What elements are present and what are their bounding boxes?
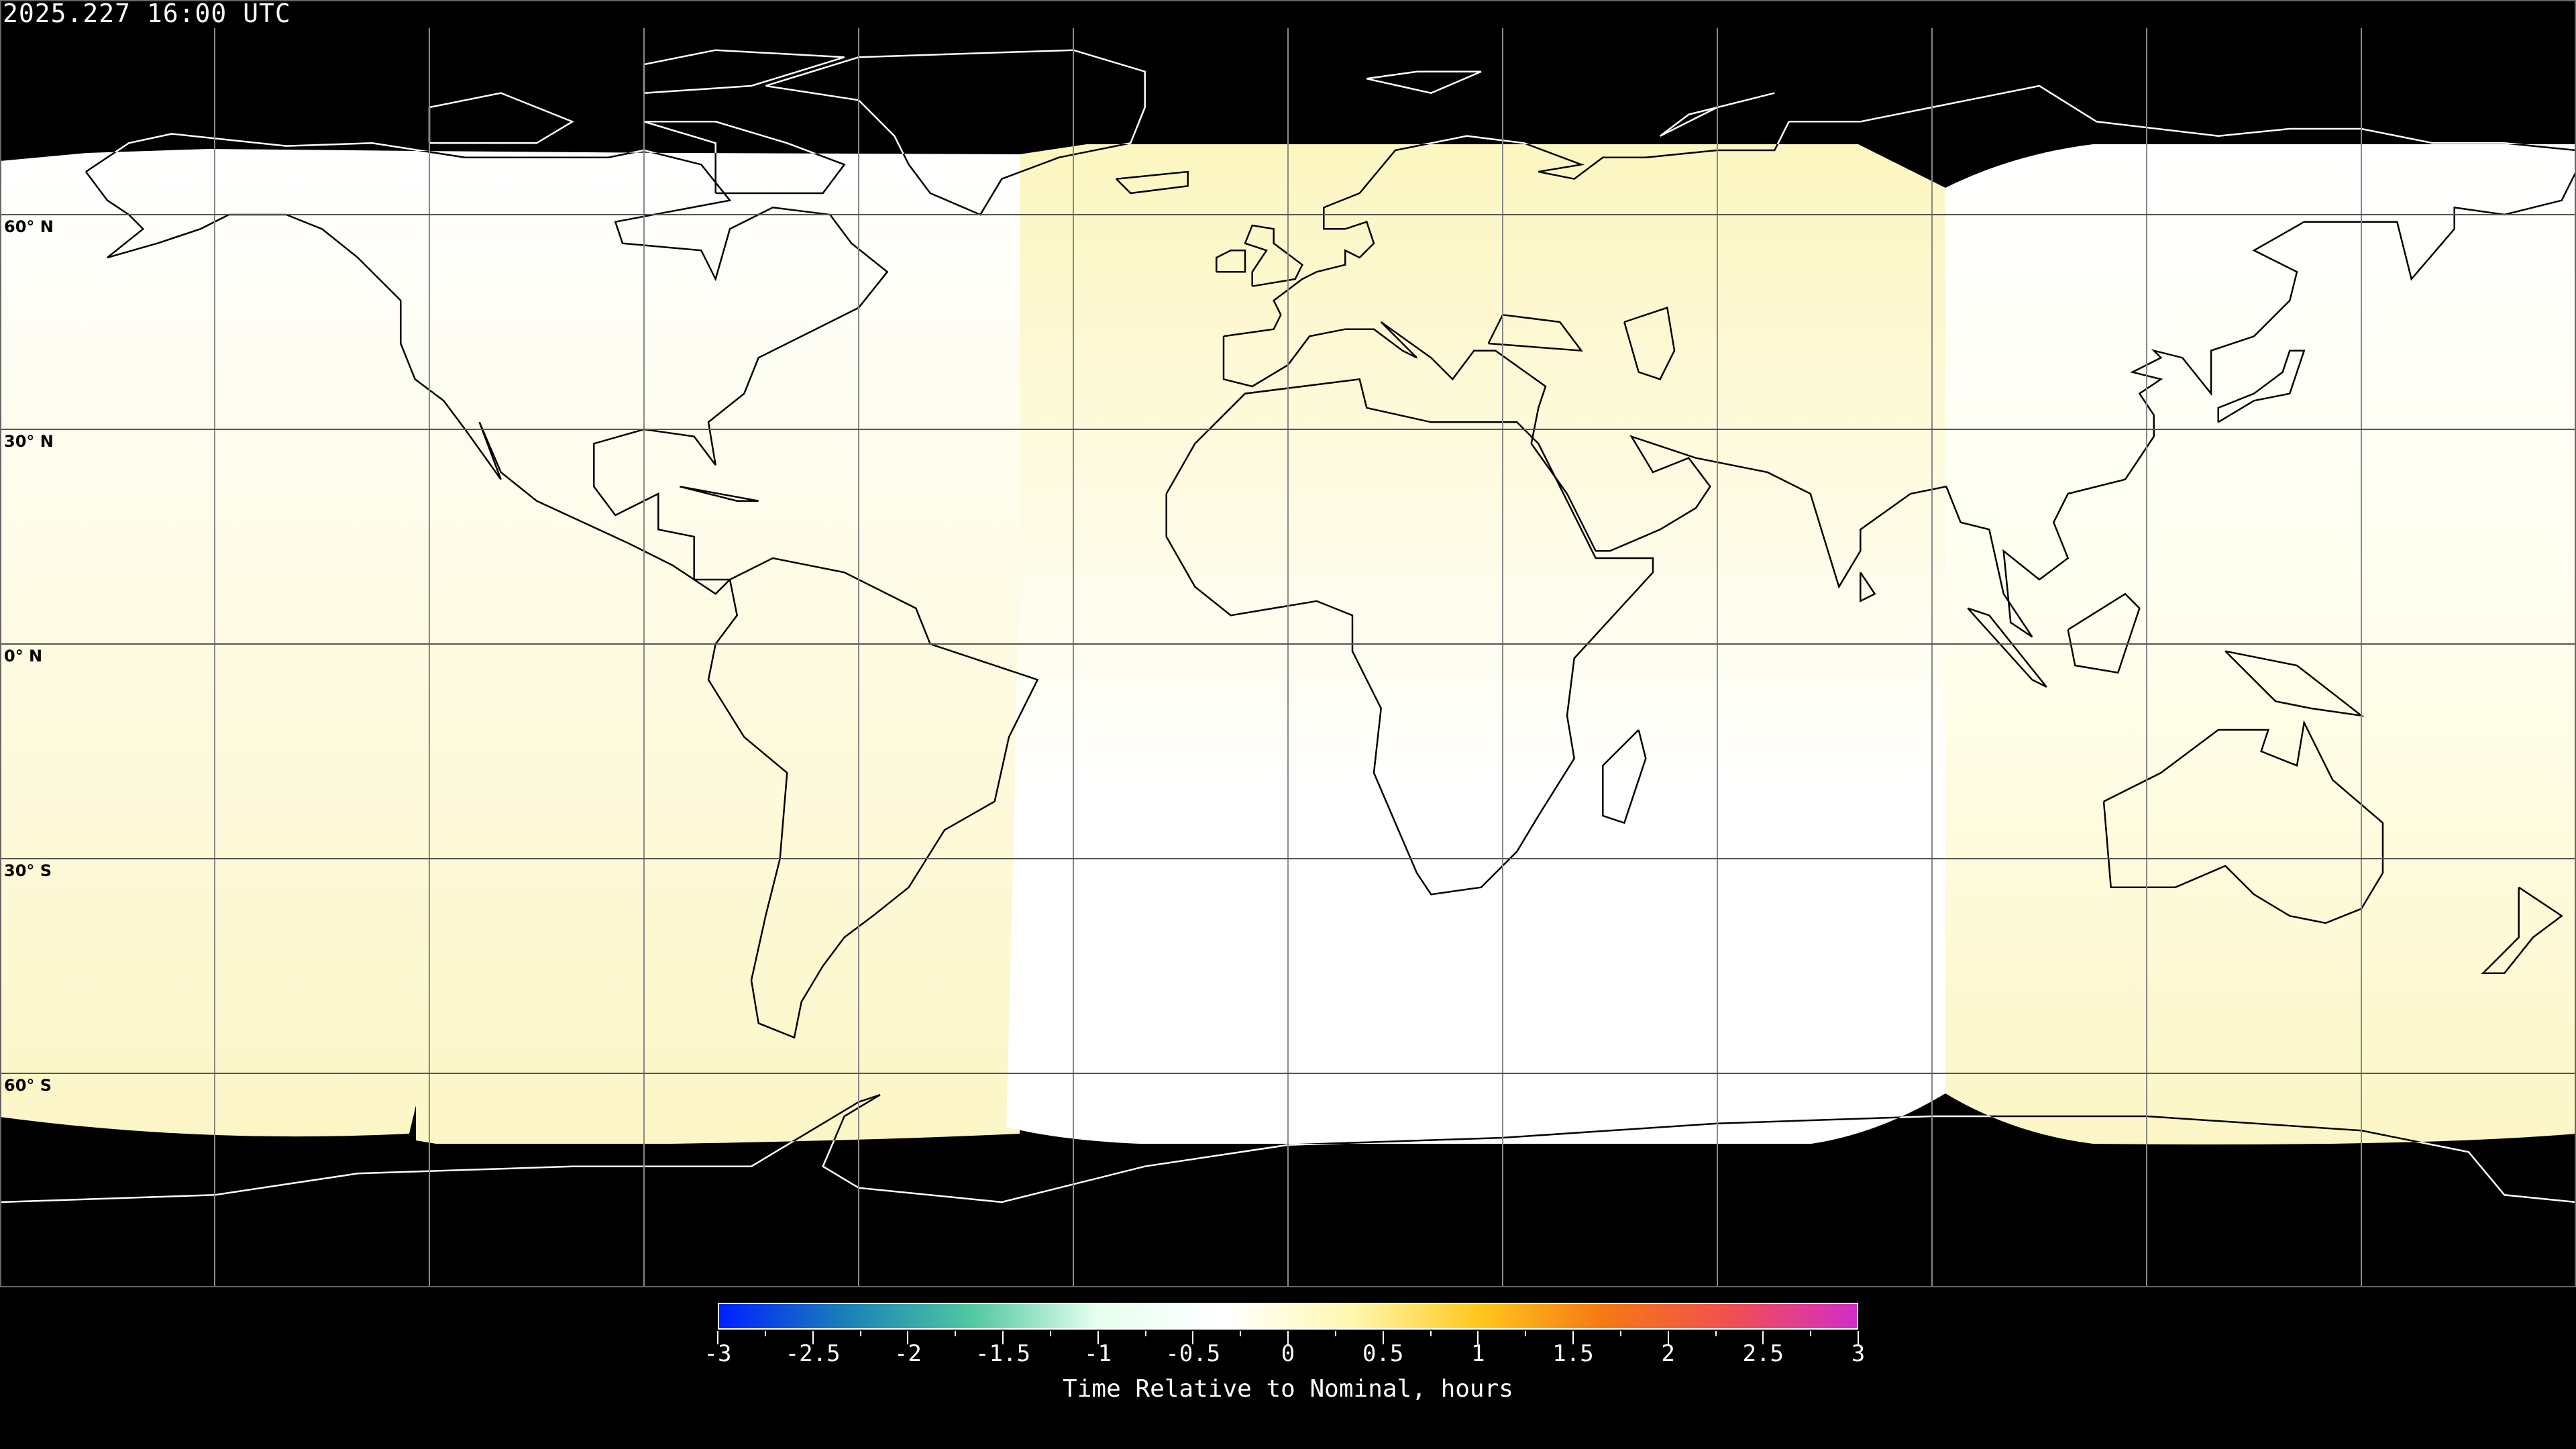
- latitude-label: 60° N: [4, 217, 54, 236]
- coastline-victoria-island: [428, 92, 575, 144]
- coastline-africa: [1165, 378, 1654, 896]
- colorbar-tick: [764, 1331, 766, 1336]
- colorbar-tick-label: -2.5: [785, 1340, 841, 1367]
- coastline-ireland: [1216, 250, 1246, 273]
- colorbar-tick: [1525, 1331, 1527, 1336]
- colorbar-tick-label: -0.5: [1165, 1340, 1221, 1367]
- colorbar-label: Time Relative to Nominal, hours: [1063, 1375, 1513, 1403]
- colorbar-tick: [1382, 1331, 1384, 1344]
- colorbar-tick: [1619, 1331, 1621, 1336]
- coastline-sumatra: [1967, 607, 2047, 688]
- colorbar: [718, 1303, 1858, 1330]
- coastline-antarctica: [0, 1093, 2576, 1144]
- colorbar-tick-label: 0: [1281, 1340, 1295, 1367]
- latitude-label: 60° S: [4, 1076, 52, 1095]
- colorbar-tick-label: 0.5: [1362, 1340, 1404, 1367]
- world-map: [0, 0, 2576, 1287]
- coastline-great-britain: [1244, 224, 1303, 287]
- colorbar-tick: [1667, 1331, 1669, 1344]
- colorbar-tick: [1240, 1331, 1242, 1336]
- coastline-south-america: [707, 557, 1039, 1039]
- colorbar-tick: [812, 1331, 814, 1344]
- coastline-eurasia: [1222, 144, 2576, 638]
- colorbar-tick: [1097, 1331, 1099, 1344]
- coastline-victoria-island: [429, 93, 572, 144]
- coastline-baffin: [643, 144, 846, 195]
- coastline-new-guinea: [2224, 650, 2365, 717]
- coastline-new-zealand: [2481, 886, 2563, 974]
- graticule: [0, 0, 2576, 1287]
- coastline-iceland: [1116, 170, 1189, 195]
- colorbar-tick-label: 2.5: [1742, 1340, 1784, 1367]
- colorbar-tick: [1334, 1331, 1336, 1336]
- colorbar-tick: [1715, 1331, 1717, 1336]
- colorbar-tick: [1858, 1331, 1859, 1344]
- colorbar-tick-label: 2: [1661, 1340, 1675, 1367]
- coastline-caspian: [1623, 307, 1676, 380]
- coastline-greenland: [765, 144, 1146, 216]
- latitude-label: 30° N: [4, 432, 54, 451]
- colorbar-tick-label: -1.5: [975, 1340, 1030, 1367]
- coastline-black-sea: [1487, 313, 1583, 352]
- coastline-novaya-zemlya: [1659, 92, 1775, 137]
- colorbar-tick-label: 3: [1851, 1340, 1866, 1367]
- colorbar-tick: [1049, 1331, 1051, 1336]
- colorbar-tick-label: 1: [1471, 1340, 1485, 1367]
- colorbar-tick-label: -1: [1084, 1340, 1112, 1367]
- colorbar-tick: [1192, 1331, 1194, 1344]
- colorbar-tick: [1144, 1331, 1146, 1336]
- coastline-cuba: [679, 486, 759, 502]
- colorbar-tick-label: -3: [704, 1340, 732, 1367]
- coastline-sri-lanka: [1860, 572, 1876, 603]
- colorbar-tick: [717, 1331, 718, 1344]
- map-border: [0, 0, 2576, 1287]
- colorbar-tick-label: -2: [894, 1340, 922, 1367]
- colorbar-tick: [955, 1331, 957, 1336]
- coastline-madagascar: [1602, 729, 1647, 824]
- colorbar-tick-label: 1.5: [1552, 1340, 1594, 1367]
- coastline-borneo: [2067, 592, 2141, 674]
- colorbar-tick: [907, 1331, 909, 1344]
- region-americas: [0, 149, 1020, 1144]
- colorbar-tick: [859, 1331, 861, 1336]
- coastline-japan: [2217, 350, 2306, 423]
- coastline-svalbard: [1366, 70, 1482, 95]
- colorbar-tick: [1477, 1331, 1479, 1344]
- colorbar-tick: [1572, 1331, 1574, 1344]
- colorbar-tick: [1002, 1331, 1004, 1344]
- colorbar-tick: [1810, 1331, 1812, 1336]
- colorbar-tick: [1762, 1331, 1764, 1344]
- coastline-australia: [2102, 720, 2384, 924]
- timestamp-title: 2025.227 16:00 UTC: [3, 0, 291, 28]
- latitude-label: 0° N: [4, 647, 43, 665]
- colorbar-tick: [1287, 1331, 1289, 1344]
- colorbar-tick: [1430, 1331, 1432, 1336]
- latitude-label: 30° S: [4, 861, 52, 880]
